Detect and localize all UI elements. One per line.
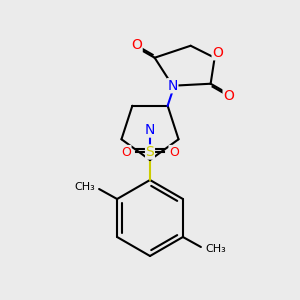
Text: O: O <box>169 146 179 158</box>
Text: S: S <box>146 145 154 159</box>
Text: N: N <box>167 79 178 93</box>
Text: O: O <box>212 46 223 60</box>
Text: CH₃: CH₃ <box>74 182 95 192</box>
Text: O: O <box>223 89 234 103</box>
Text: CH₃: CH₃ <box>205 244 226 254</box>
Text: O: O <box>121 146 131 158</box>
Text: N: N <box>145 123 155 137</box>
Text: O: O <box>131 38 142 52</box>
